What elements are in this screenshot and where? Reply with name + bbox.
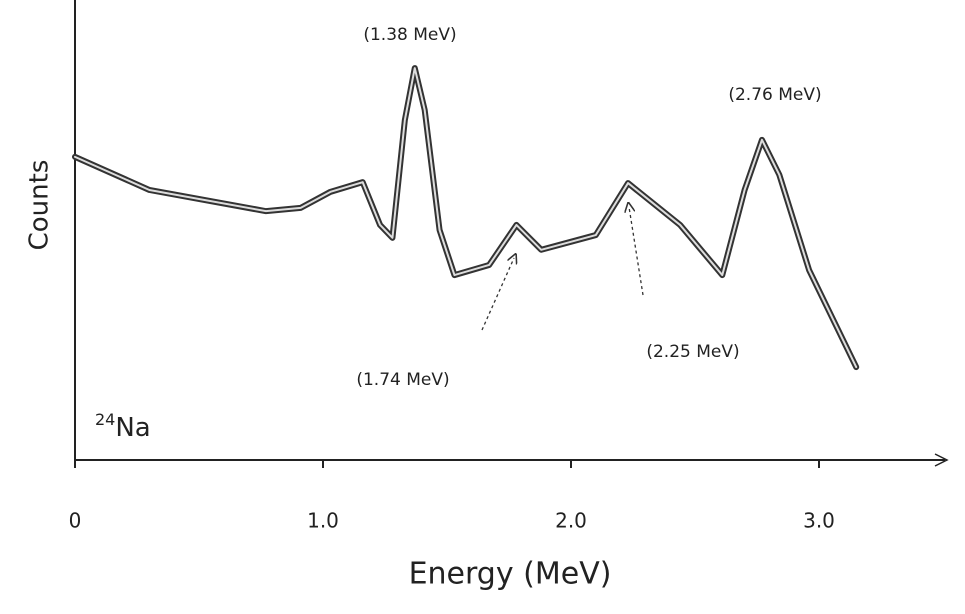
spectrum-line: [72, 65, 860, 371]
x-tick-label: 1.0: [307, 509, 339, 533]
annotation-arrow: [481, 258, 514, 331]
x-axis-arrow: [934, 453, 949, 467]
annotation: (1.74 MeV): [356, 370, 449, 390]
x-axis-label: Energy (MeV): [409, 557, 612, 592]
x-tick-label: 3.0: [803, 509, 835, 533]
isotope-mass: 24: [95, 410, 115, 429]
annotation: (1.38 MeV): [363, 25, 456, 45]
isotope-element: Na: [115, 413, 150, 443]
y-axis-label: Counts: [25, 160, 55, 251]
annotation-arrow: [629, 207, 644, 296]
isotope-label: 24Na: [95, 410, 151, 443]
spectrum-line-highlight: [74, 67, 858, 369]
annotation: (2.76 MeV): [728, 85, 821, 105]
x-tick-label: 2.0: [555, 509, 587, 533]
x-tick-label: 0: [69, 509, 82, 533]
annotation: (2.25 MeV): [646, 342, 739, 362]
